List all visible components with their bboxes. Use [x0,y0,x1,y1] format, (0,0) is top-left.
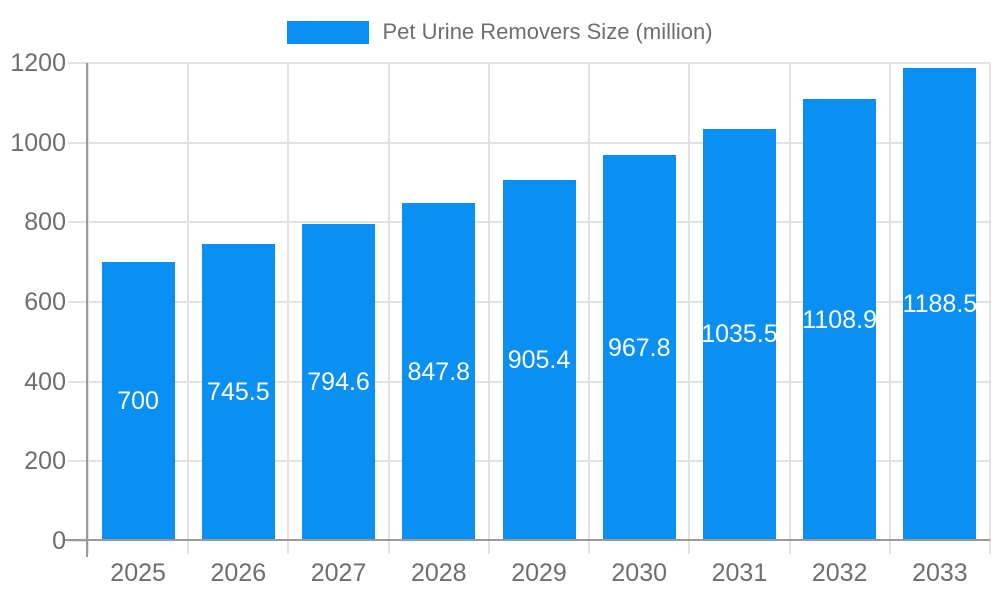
y-tick-label: 800 [24,208,66,237]
x-tick-label: 2026 [210,559,267,587]
v-gridline [387,63,390,554]
y-axis-line [86,63,88,557]
bar-2026: 745.5 [201,244,275,541]
legend-series-label: Pet Urine Removers Size (million) [382,19,713,44]
v-gridline [688,63,691,554]
x-tick-label: 2029 [511,559,567,587]
bar-value-label: 847.8 [407,357,471,386]
bar-value-label: 905.4 [507,346,571,375]
y-tick-label: 600 [24,288,66,316]
v-gridline [287,63,290,554]
bar-2031: 1035.5 [701,128,778,541]
bar-2025: 700 [101,262,175,541]
x-tick-label: 2028 [410,559,467,587]
x-tick-label: 2030 [611,559,668,587]
bar-value-label: 794.6 [307,368,370,397]
bar-2027: 794.6 [302,224,376,541]
plot-area: 700 745.5 794.6 847.8 905.4 967.8 1035.5 1108.9… [65,62,991,557]
y-tick-label: 400 [24,367,66,396]
v-gridline [487,63,490,554]
bar-value-label: 967.8 [607,333,671,362]
v-gridline [788,63,791,554]
legend[interactable]: Pet Urine Removers Size (million) [0,19,1000,45]
x-tick-label: 2033 [912,559,968,587]
y-tick-label: 1200 [10,49,66,77]
y-tick [68,540,88,542]
x-tick-label: 2032 [811,559,868,587]
y-tick-label: 1000 [10,128,66,157]
bar-value-label: 745.5 [207,378,270,406]
bar-2028: 847.8 [402,203,476,541]
v-gridline [989,63,991,554]
h-gridline [68,62,990,64]
bar-2030: 967.8 [602,155,676,541]
h-gridline [68,141,990,144]
x-axis-line [65,539,990,541]
y-tick-label: 0 [52,527,66,555]
y-tick-label: 200 [24,447,66,476]
bar-2029: 905.4 [502,180,576,541]
v-gridline [888,63,891,554]
v-gridline [87,63,89,554]
bar-value-label: 1108.9 [802,305,877,334]
bar-value-label: 1035.5 [701,320,778,349]
bar-value-label: 700 [117,387,159,416]
v-gridline [187,63,190,554]
legend-swatch-icon [287,20,370,44]
x-tick-label: 2027 [310,559,367,587]
v-gridline [588,63,591,554]
bar-2032: 1108.9 [802,99,877,541]
bar-value-label: 1188.5 [902,289,978,318]
x-tick-label: 2025 [110,559,166,587]
x-tick-label: 2031 [711,559,768,587]
bar-2033: 1188.5 [902,67,978,541]
